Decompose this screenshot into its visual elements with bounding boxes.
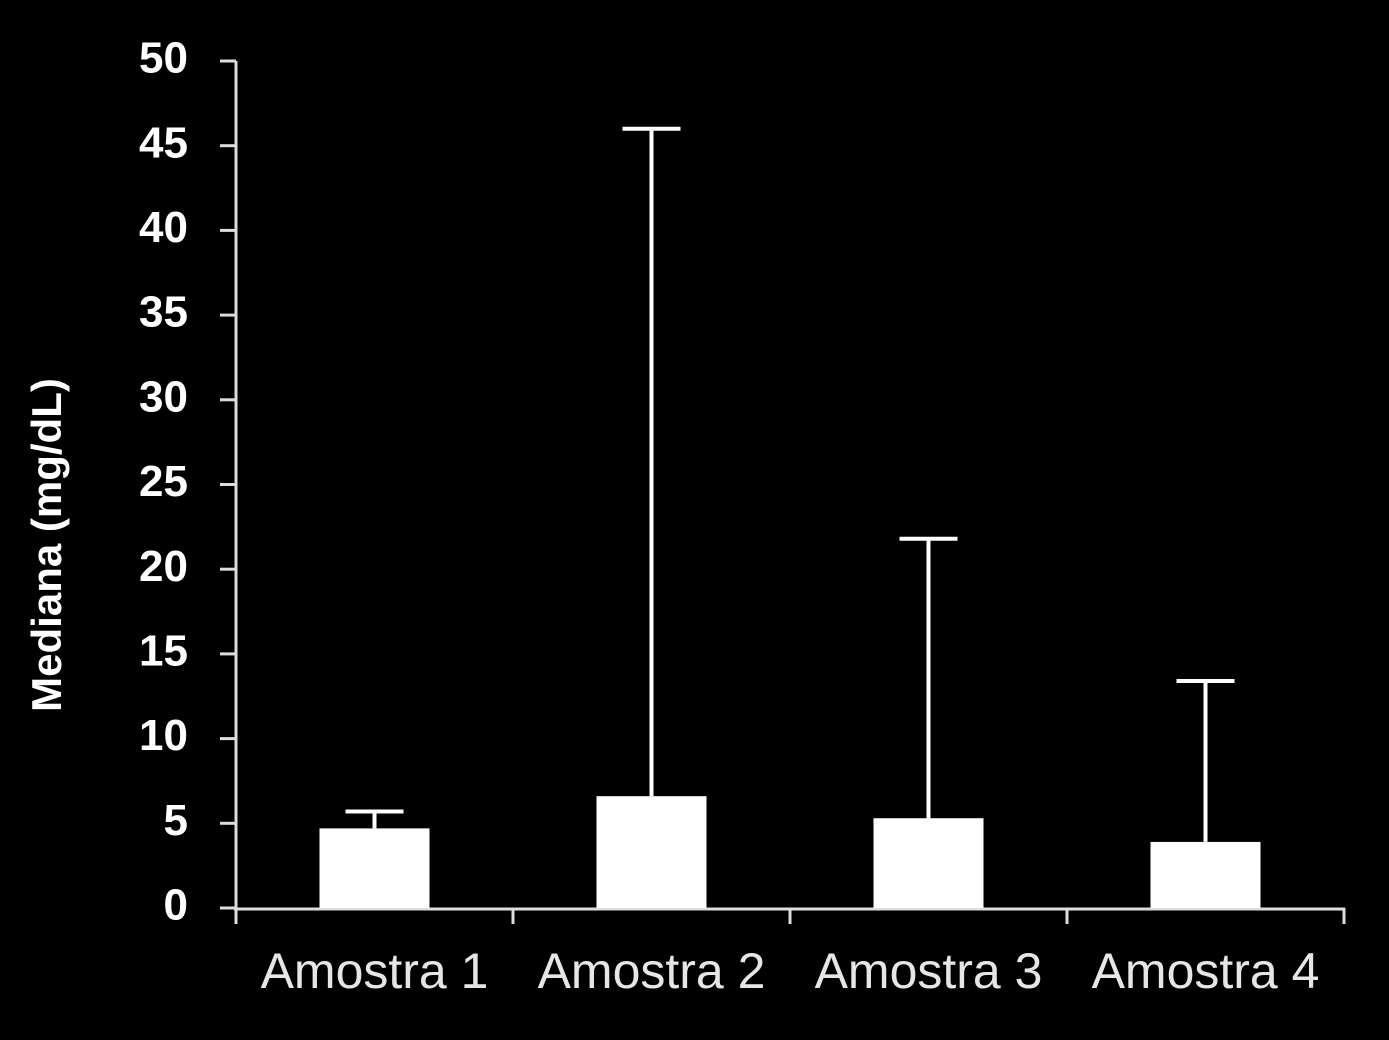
y-tick-label: 35 — [139, 288, 188, 337]
x-tick-label: Amostra 1 — [261, 943, 489, 999]
y-tick-label: 5 — [164, 796, 188, 845]
y-tick-label: 20 — [139, 542, 188, 591]
y-axis-label: Mediana (mg/dL) — [23, 378, 70, 712]
x-tick-label: Amostra 2 — [538, 943, 766, 999]
bar — [319, 828, 430, 908]
y-tick-label: 50 — [139, 34, 188, 83]
bar — [596, 796, 707, 908]
x-tick-label: Amostra 3 — [815, 943, 1043, 999]
x-tick-label: Amostra 4 — [1092, 943, 1320, 999]
y-tick-label: 15 — [139, 627, 188, 676]
y-tick-label: 40 — [139, 203, 188, 252]
y-tick-label: 30 — [139, 372, 188, 421]
bar — [873, 818, 984, 908]
y-tick-label: 25 — [139, 457, 188, 506]
y-tick-label: 10 — [139, 711, 188, 760]
y-tick-label: 45 — [139, 118, 188, 167]
y-tick-label: 0 — [164, 881, 188, 930]
bar — [1150, 841, 1261, 908]
